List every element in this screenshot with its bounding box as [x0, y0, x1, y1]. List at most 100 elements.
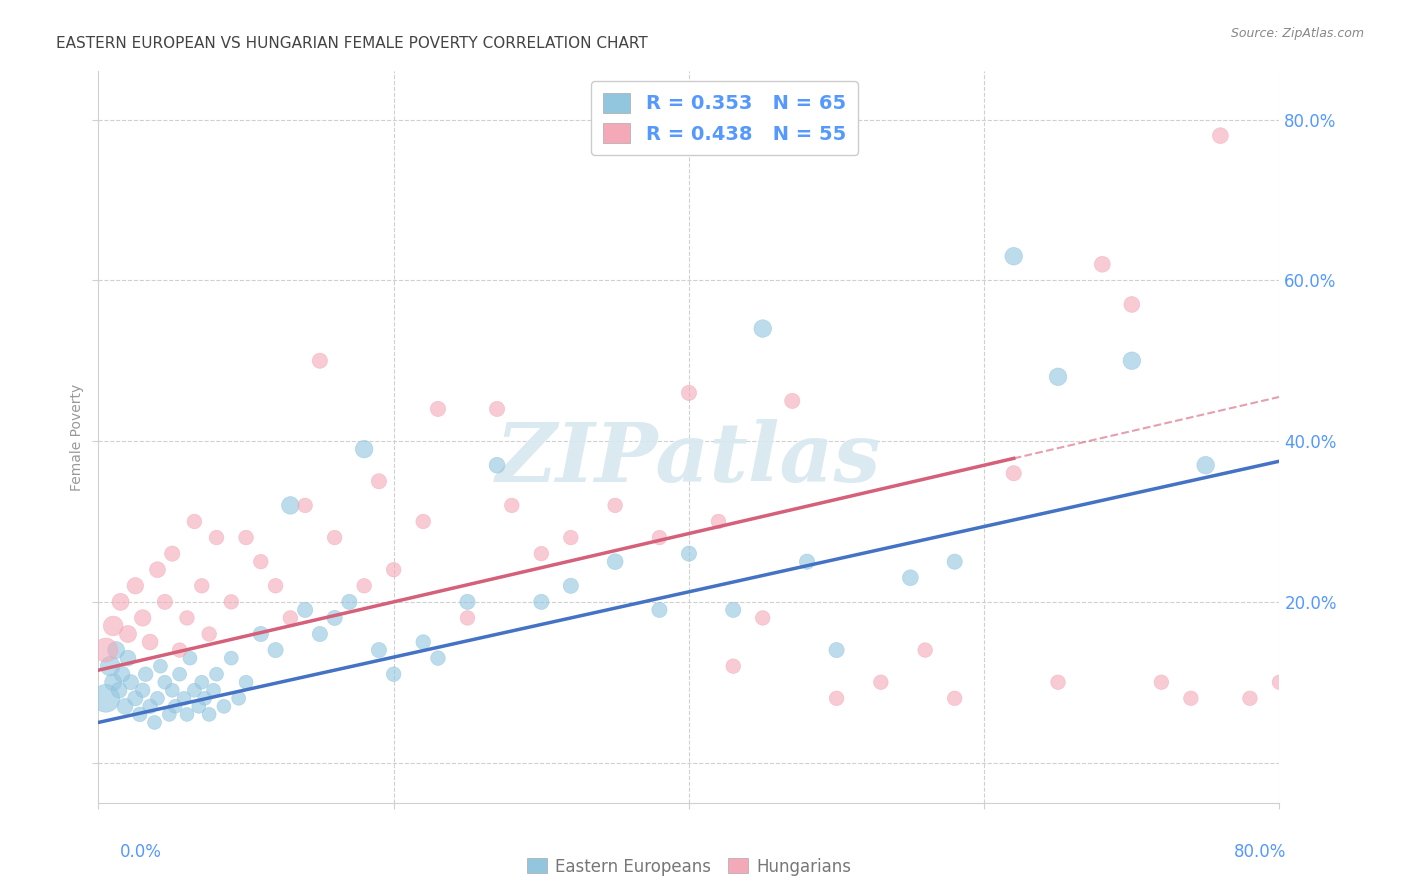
Point — [212, 699, 235, 714]
Point — [191, 675, 214, 690]
Point — [796, 555, 818, 569]
Point — [412, 515, 434, 529]
Point — [412, 635, 434, 649]
Point — [98, 659, 121, 673]
Point — [235, 531, 257, 545]
Point — [427, 401, 450, 416]
Point — [486, 458, 509, 473]
Text: 0.0%: 0.0% — [120, 843, 162, 861]
Point — [294, 499, 316, 513]
Point — [135, 667, 157, 681]
Point — [124, 579, 146, 593]
Point — [173, 691, 195, 706]
Point — [707, 515, 730, 529]
Point — [1195, 458, 1218, 473]
Point — [228, 691, 250, 706]
Point — [323, 531, 346, 545]
Point — [165, 699, 187, 714]
Point — [111, 667, 134, 681]
Point — [457, 595, 479, 609]
Point — [560, 579, 582, 593]
Point — [1046, 675, 1070, 690]
Point — [198, 627, 221, 641]
Legend: R = 0.353   N = 65, R = 0.438   N = 55: R = 0.353 N = 65, R = 0.438 N = 55 — [591, 81, 858, 155]
Point — [235, 675, 257, 690]
Point — [1209, 128, 1232, 143]
Point — [323, 611, 346, 625]
Point — [353, 579, 375, 593]
Point — [221, 651, 243, 665]
Point — [162, 547, 183, 561]
Point — [368, 643, 391, 657]
Text: EASTERN EUROPEAN VS HUNGARIAN FEMALE POVERTY CORRELATION CHART: EASTERN EUROPEAN VS HUNGARIAN FEMALE POV… — [56, 36, 648, 51]
Point — [280, 499, 302, 513]
Point — [120, 675, 142, 690]
Point — [114, 699, 136, 714]
Point — [752, 611, 775, 625]
Point — [457, 611, 479, 625]
Point — [117, 627, 139, 641]
Point — [723, 603, 745, 617]
Point — [124, 691, 146, 706]
Point — [132, 611, 155, 625]
Point — [191, 579, 214, 593]
Point — [105, 643, 128, 657]
Point — [723, 659, 745, 673]
Point — [486, 401, 509, 416]
Point — [110, 595, 132, 609]
Point — [825, 643, 848, 657]
Point — [501, 499, 523, 513]
Text: 80.0%: 80.0% — [1234, 843, 1286, 861]
Point — [280, 611, 302, 625]
Point — [678, 385, 700, 400]
Point — [162, 683, 183, 698]
Point — [648, 603, 671, 617]
Point — [94, 643, 117, 657]
Point — [194, 691, 217, 706]
Point — [648, 531, 671, 545]
Point — [1239, 691, 1261, 706]
Point — [1298, 659, 1320, 673]
Point — [205, 531, 228, 545]
Point — [943, 555, 966, 569]
Point — [382, 563, 405, 577]
Point — [1091, 257, 1114, 271]
Point — [183, 683, 205, 698]
Point — [1150, 675, 1173, 690]
Point — [183, 515, 205, 529]
Point — [782, 393, 804, 408]
Point — [157, 707, 180, 722]
Point — [179, 651, 201, 665]
Point — [250, 555, 273, 569]
Point — [139, 635, 162, 649]
Point — [250, 627, 273, 641]
Point — [108, 683, 131, 698]
Point — [132, 683, 155, 698]
Point — [128, 707, 150, 722]
Point — [146, 563, 169, 577]
Point — [187, 699, 209, 714]
Point — [169, 643, 191, 657]
Point — [530, 595, 553, 609]
Point — [202, 683, 225, 698]
Point — [1002, 467, 1025, 481]
Text: ZIPatlas: ZIPatlas — [496, 419, 882, 499]
Point — [605, 499, 627, 513]
Point — [339, 595, 361, 609]
Point — [309, 353, 332, 368]
Point — [103, 675, 125, 690]
Point — [176, 611, 198, 625]
Text: Source: ZipAtlas.com: Source: ZipAtlas.com — [1230, 27, 1364, 40]
Point — [94, 691, 117, 706]
Point — [198, 707, 221, 722]
Point — [1046, 369, 1070, 384]
Point — [143, 715, 166, 730]
Point — [176, 707, 198, 722]
Point — [914, 643, 936, 657]
Point — [117, 651, 139, 665]
Point — [264, 579, 287, 593]
Point — [139, 699, 162, 714]
Point — [825, 691, 848, 706]
Y-axis label: Female Poverty: Female Poverty — [70, 384, 84, 491]
Point — [146, 691, 169, 706]
